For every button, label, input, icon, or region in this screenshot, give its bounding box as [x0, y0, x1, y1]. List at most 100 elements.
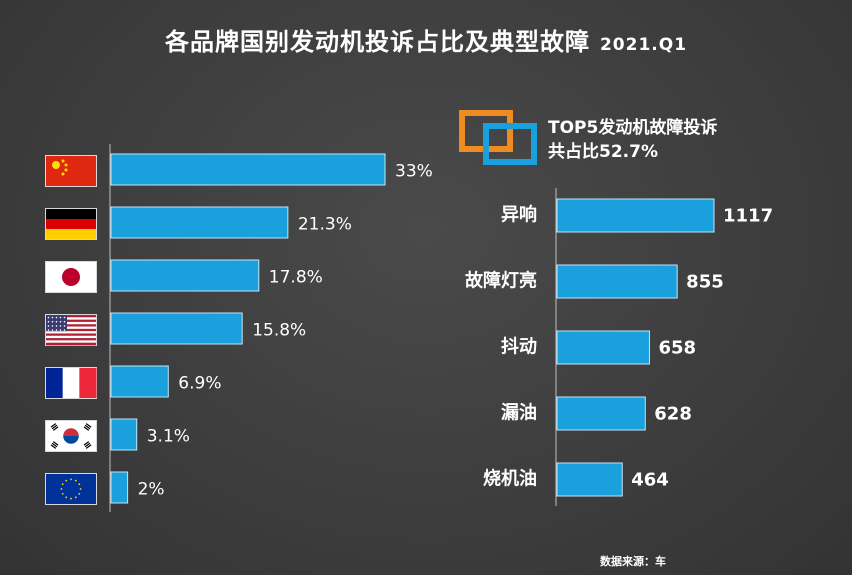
- right-category-label: 抖动: [501, 336, 537, 358]
- usa-flag-icon-star: [63, 325, 66, 327]
- korea-flag-icon-trigram-bar: [50, 423, 57, 428]
- usa-flag-icon-stripe: [46, 317, 96, 320]
- usa-flag-icon-star: [55, 320, 58, 323]
- usa-flag-icon-canton: [46, 315, 67, 332]
- usa-flag-icon-star: [59, 329, 62, 331]
- right-bar: [556, 198, 715, 233]
- right-subtitle-line1: TOP5发动机故障投诉: [548, 117, 717, 138]
- eu-flag-icon-star: [70, 497, 72, 500]
- eu-flag-icon-star: [60, 488, 63, 490]
- usa-flag-icon-star: [59, 320, 62, 323]
- right-bar: [556, 330, 650, 365]
- eu-flag-icon-star: [78, 483, 81, 486]
- usa-flag-icon-star: [47, 329, 50, 331]
- korea-flag-icon-trigram-bar: [84, 424, 91, 430]
- left-bar: [110, 206, 289, 239]
- china-flag-icon-small-star: [64, 168, 68, 172]
- left-value-label: 15.8%: [252, 321, 306, 341]
- right-subtitle-line2: 共占比52.7%: [548, 141, 658, 162]
- usa-flag-icon-stripe: [46, 315, 96, 318]
- eu-flag-icon: [45, 473, 97, 505]
- usa-flag-icon-star: [47, 316, 50, 319]
- usa-flag-icon-stripe: [46, 342, 96, 346]
- usa-flag-icon-star: [63, 320, 66, 323]
- left-value-label: 2%: [138, 480, 165, 500]
- germany-flag-icon: [45, 208, 97, 240]
- usa-flag-icon-stripe: [46, 324, 96, 327]
- usa-flag-icon-stripe: [46, 326, 96, 330]
- right-bar: [556, 462, 623, 497]
- right-category-label: 漏油: [501, 402, 537, 424]
- korea-flag-icon: [45, 420, 97, 452]
- korea-flag-icon-trigram-bar: [85, 444, 92, 449]
- korea-flag-icon-trigram-bar: [51, 442, 58, 448]
- left-value-label: 3.1%: [147, 427, 190, 447]
- china-flag-icon-field: [46, 156, 96, 186]
- korea-flag-icon-trigram-bar: [84, 442, 91, 448]
- korea-flag-icon-trigram-bar: [50, 444, 57, 449]
- korea-flag-icon-trigram-bar: [83, 441, 90, 446]
- eu-flag-icon-star: [61, 492, 64, 495]
- usa-flag-icon-star: [55, 316, 58, 319]
- usa-flag-icon-stripe: [46, 333, 96, 337]
- usa-flag-icon-star: [59, 316, 62, 319]
- right-category-label: 异响: [501, 204, 537, 226]
- usa-flag-icon-stripe: [46, 328, 96, 332]
- germany-flag-icon-stripe: [46, 219, 96, 230]
- china-flag-icon-small-star: [61, 159, 65, 163]
- right-bar: [556, 396, 646, 431]
- usa-flag-icon-star: [55, 329, 58, 331]
- left-value-label: 17.8%: [269, 268, 323, 288]
- china-flag-icon-small-star: [64, 163, 68, 167]
- korea-flag-icon-taeguk-red: [63, 428, 79, 436]
- left-value-label: 6.9%: [178, 374, 221, 394]
- korea-flag-icon-trigram-bar: [51, 424, 58, 430]
- eu-flag-icon-star: [61, 483, 64, 486]
- left-value-label: 33%: [395, 162, 433, 182]
- eu-flag-icon-star: [74, 479, 77, 482]
- japan-flag-icon-sun: [62, 268, 80, 286]
- right-value-label: 464: [631, 470, 669, 491]
- source-note: 数据来源：车: [600, 555, 666, 568]
- france-flag-icon-stripe: [79, 368, 97, 398]
- usa-flag-icon-star: [47, 320, 50, 323]
- usa-flag-icon-star: [59, 325, 62, 327]
- chart-title: 各品牌国别发动机投诉占比及典型故障 2021.Q1: [0, 22, 852, 57]
- overlap-squares-icon: [459, 110, 537, 165]
- usa-flag-icon-star: [63, 316, 66, 319]
- germany-flag-icon-stripe: [46, 229, 96, 240]
- usa-flag-icon-star: [51, 320, 54, 323]
- usa-flag-icon-stripe: [46, 340, 96, 343]
- korea-flag-icon-trigram-bar: [52, 426, 59, 431]
- usa-flag-icon: [45, 314, 97, 346]
- eu-flag-icon-star: [65, 496, 68, 499]
- usa-flag-icon-stripe: [46, 321, 96, 325]
- right-value-label: 658: [658, 338, 696, 359]
- usa-flag-icon-star: [55, 325, 58, 327]
- eu-flag-icon-star: [65, 479, 68, 482]
- left-bar: [110, 471, 129, 504]
- chart-period: 2021.Q1: [599, 35, 688, 55]
- right-value-label: 855: [686, 272, 724, 293]
- usa-flag-icon-stripe: [46, 335, 96, 339]
- korea-flag-icon-taeguk-blue: [63, 436, 79, 444]
- usa-flag-icon-stripe: [46, 338, 96, 341]
- korea-flag-icon-trigram-bar: [85, 423, 92, 428]
- left-bar: [110, 365, 169, 398]
- korea-flag-icon-trigram-bar: [83, 426, 90, 431]
- usa-flag-icon-star: [47, 325, 50, 327]
- blue-square: [483, 123, 537, 165]
- usa-flag-icon-star: [51, 316, 54, 319]
- left-value-label: 21.3%: [298, 215, 352, 235]
- korea-flag-icon-trigram-bar: [52, 441, 59, 446]
- right-bar: [556, 264, 678, 299]
- right-category-label: 故障灯亮: [465, 270, 537, 292]
- left-bar: [110, 259, 260, 292]
- left-bar: [110, 418, 138, 451]
- right-value-label: 1117: [723, 206, 773, 227]
- right-category-label: 烧机油: [483, 468, 537, 490]
- japan-flag-icon: [45, 261, 97, 293]
- france-flag-icon-stripe: [46, 368, 64, 398]
- eu-flag-icon-star: [70, 478, 72, 481]
